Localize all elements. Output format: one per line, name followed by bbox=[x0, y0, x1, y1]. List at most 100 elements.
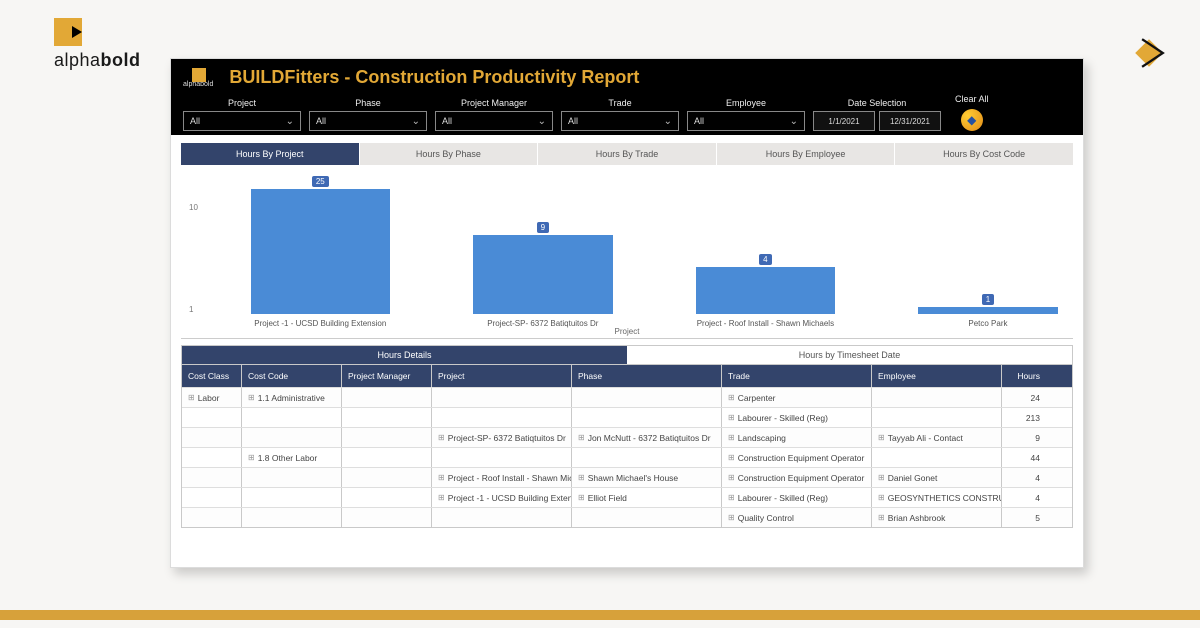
bar-group[interactable]: 9 bbox=[449, 222, 637, 314]
filter-select[interactable]: All⌄ bbox=[561, 111, 679, 131]
detail-tab-hours-details[interactable]: Hours Details bbox=[182, 346, 627, 364]
date-to-input[interactable]: 12/31/2021 bbox=[879, 111, 941, 131]
tab-hours-by-cost-code[interactable]: Hours By Cost Code bbox=[895, 143, 1073, 165]
bar-x-label: Petco Park bbox=[894, 319, 1082, 328]
expand-icon[interactable]: ⊞ bbox=[728, 433, 735, 442]
table-row[interactable]: ⊞Project -1 - UCSD Building Extension⊞El… bbox=[182, 487, 1072, 507]
corner-decor bbox=[1126, 30, 1172, 76]
expand-icon[interactable]: ⊞ bbox=[438, 493, 445, 502]
table-cell bbox=[342, 428, 432, 447]
table-row[interactable]: ⊞Labor⊞1.1 Administrative⊞Carpenter24 bbox=[182, 387, 1072, 407]
expand-icon[interactable]: ⊞ bbox=[728, 473, 735, 482]
expand-icon[interactable]: ⊞ bbox=[248, 453, 255, 462]
col-header[interactable]: Cost Code bbox=[242, 365, 342, 387]
table-cell: 24 bbox=[1002, 388, 1046, 407]
tab-hours-by-phase[interactable]: Hours By Phase bbox=[360, 143, 539, 165]
table-cell: ⊞Carpenter bbox=[722, 388, 872, 407]
col-header[interactable]: Trade bbox=[722, 365, 872, 387]
table-cell bbox=[242, 468, 342, 487]
bar-x-label: Project -1 - UCSD Building Extension bbox=[226, 319, 414, 328]
expand-icon[interactable]: ⊞ bbox=[578, 473, 585, 482]
table-cell: ⊞GEOSYNTHETICS CONSTRUCTION CREW bbox=[872, 488, 1002, 507]
filter-employee: EmployeeAll⌄ bbox=[687, 98, 805, 131]
table-cell bbox=[432, 388, 572, 407]
expand-icon[interactable]: ⊞ bbox=[728, 413, 735, 422]
expand-icon[interactable]: ⊞ bbox=[578, 493, 585, 502]
expand-icon[interactable]: ⊞ bbox=[188, 393, 195, 402]
tab-hours-by-employee[interactable]: Hours By Employee bbox=[717, 143, 896, 165]
x-axis-title: Project bbox=[615, 327, 640, 336]
filter-label: Phase bbox=[355, 98, 381, 108]
expand-icon[interactable]: ⊞ bbox=[878, 433, 885, 442]
table-cell bbox=[432, 408, 572, 427]
table-row[interactable]: ⊞Project - Roof Install - Shawn Michaels… bbox=[182, 467, 1072, 487]
filter-label: Project Manager bbox=[461, 98, 527, 108]
col-header[interactable]: Employee bbox=[872, 365, 1002, 387]
expand-icon[interactable]: ⊞ bbox=[248, 393, 255, 402]
col-header[interactable]: Project Manager bbox=[342, 365, 432, 387]
table-row[interactable]: ⊞Quality Control⊞Brian Ashbrook5 bbox=[182, 507, 1072, 527]
filter-project-manager: Project Manager All⌄ bbox=[435, 98, 553, 131]
bar-group[interactable]: 25 bbox=[226, 176, 414, 314]
table-cell: 5 bbox=[1002, 508, 1046, 527]
table-row[interactable]: ⊞1.8 Other Labor⊞Construction Equipment … bbox=[182, 447, 1072, 467]
col-header[interactable]: Cost Class bbox=[182, 365, 242, 387]
bar-group[interactable]: 4 bbox=[671, 254, 859, 315]
filter-phase: Phase All⌄ bbox=[309, 98, 427, 131]
table-cell: ⊞Construction Equipment Operator bbox=[722, 468, 872, 487]
table-cell bbox=[242, 408, 342, 427]
table-cell bbox=[242, 508, 342, 527]
col-header[interactable]: Project bbox=[432, 365, 572, 387]
expand-icon[interactable]: ⊞ bbox=[878, 493, 885, 502]
expand-icon[interactable]: ⊞ bbox=[878, 473, 885, 482]
filter-select[interactable]: All⌄ bbox=[435, 111, 553, 131]
table-cell bbox=[872, 408, 1002, 427]
clear-all-button[interactable]: ◆ bbox=[961, 109, 983, 131]
filter-value: All bbox=[190, 116, 200, 126]
bar-rect bbox=[696, 267, 835, 315]
chevron-down-icon: ⌄ bbox=[790, 116, 798, 127]
detail-tab-hours-by-timesheet-date[interactable]: Hours by Timesheet Date bbox=[627, 346, 1072, 364]
col-header[interactable]: Phase bbox=[572, 365, 722, 387]
report-title: BUILDFitters - Construction Productivity… bbox=[229, 67, 639, 88]
report-header: alphabold BUILDFitters - Construction Pr… bbox=[171, 59, 1083, 135]
table-cell bbox=[872, 388, 1002, 407]
bar-rect bbox=[251, 189, 390, 314]
tab-hours-by-trade[interactable]: Hours By Trade bbox=[538, 143, 717, 165]
expand-icon[interactable]: ⊞ bbox=[728, 393, 735, 402]
tab-hours-by-project[interactable]: Hours By Project bbox=[181, 143, 360, 165]
y-tick: 1 bbox=[189, 305, 193, 314]
table-cell: ⊞Brian Ashbrook bbox=[872, 508, 1002, 527]
table-cell bbox=[432, 508, 572, 527]
bar-rect bbox=[918, 307, 1057, 315]
table-cell bbox=[242, 488, 342, 507]
filter-select[interactable]: All⌄ bbox=[687, 111, 805, 131]
expand-icon[interactable]: ⊞ bbox=[438, 433, 445, 442]
filter-date-selection: Date Selection1/1/202112/31/2021 bbox=[813, 98, 941, 131]
chevron-down-icon: ⌄ bbox=[664, 116, 672, 127]
logo-text-light: alpha bbox=[54, 50, 101, 70]
filter-value: All bbox=[442, 116, 452, 126]
expand-icon[interactable]: ⊞ bbox=[438, 473, 445, 482]
table-cell bbox=[572, 388, 722, 407]
bar-value-label: 25 bbox=[312, 176, 329, 187]
mini-logo-icon bbox=[192, 68, 206, 82]
filter-select[interactable]: All⌄ bbox=[309, 111, 427, 131]
table-row[interactable]: ⊞Project-SP- 6372 Batiqtuitos Dr⊞Jon McN… bbox=[182, 427, 1072, 447]
expand-icon[interactable]: ⊞ bbox=[578, 433, 585, 442]
expand-icon[interactable]: ⊞ bbox=[728, 493, 735, 502]
footer-stripe bbox=[0, 610, 1200, 620]
filter-select[interactable]: All⌄ bbox=[183, 111, 301, 131]
table-cell: ⊞Labor bbox=[182, 388, 242, 407]
hours-table: Cost ClassCost CodeProject ManagerProjec… bbox=[181, 365, 1073, 528]
bar-group[interactable]: 1 bbox=[894, 294, 1082, 315]
expand-icon[interactable]: ⊞ bbox=[728, 453, 735, 462]
table-cell bbox=[432, 448, 572, 467]
table-row[interactable]: ⊞Labourer - Skilled (Reg)213 bbox=[182, 407, 1072, 427]
expand-icon[interactable]: ⊞ bbox=[878, 513, 885, 522]
table-cell: ⊞Shawn Michael's House bbox=[572, 468, 722, 487]
date-from-input[interactable]: 1/1/2021 bbox=[813, 111, 875, 131]
clear-label: Clear All bbox=[955, 94, 989, 104]
col-header[interactable]: Hours bbox=[1002, 365, 1046, 387]
expand-icon[interactable]: ⊞ bbox=[728, 513, 735, 522]
